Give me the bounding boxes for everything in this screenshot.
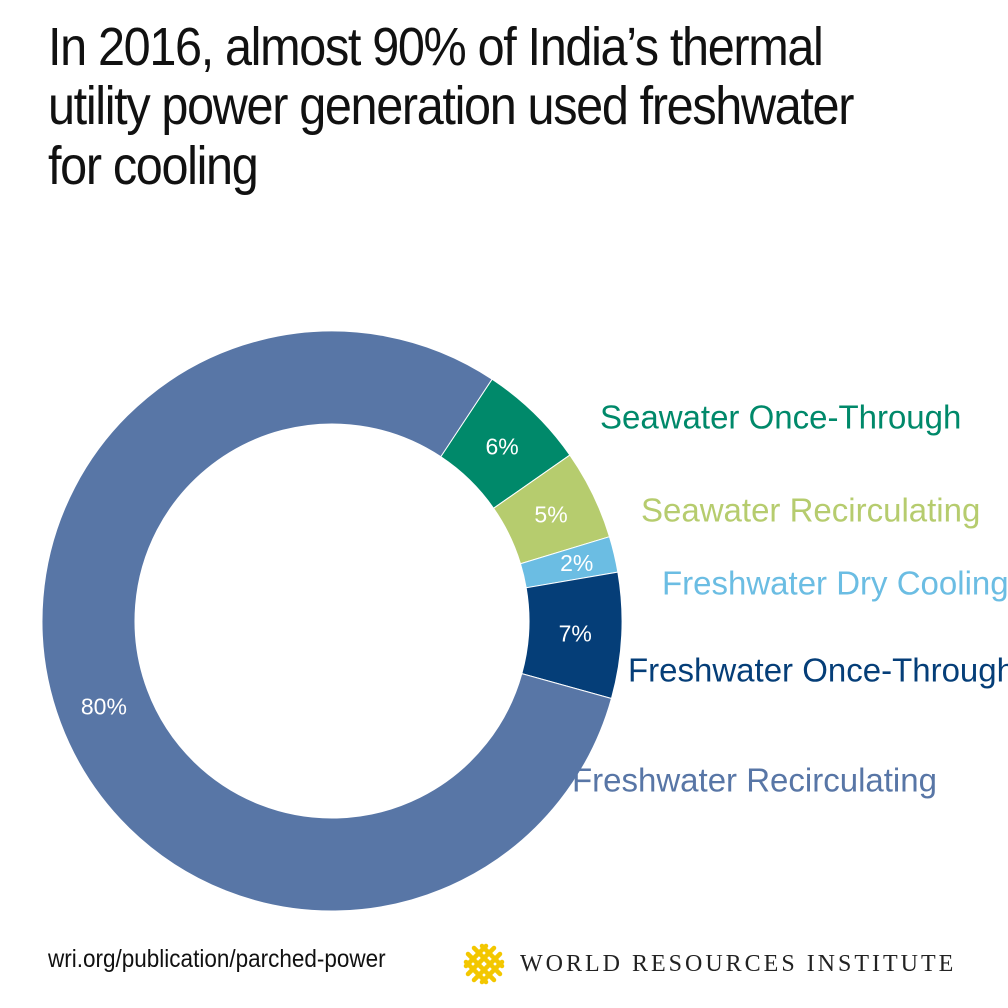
legend-freshwater-once-through: Freshwater Once-Through [628, 652, 1008, 689]
wri-brand: WORLD RESOURCES INSTITUTE [462, 941, 956, 987]
chart-title: In 2016, almost 90% of India’s thermal u… [48, 17, 854, 196]
source-link[interactable]: wri.org/publication/parched-power [48, 945, 386, 973]
donut-slices [41, 330, 623, 912]
slice-freshwater-recirculating [41, 330, 613, 912]
value-label-freshwater-once-through: 7% [559, 620, 592, 646]
value-label-seawater-once-through: 6% [485, 434, 518, 460]
legend-seawater-recirculating: Seawater Recirculating [641, 492, 980, 529]
slice-value-labels: 6% 5% 2% 7% 80% [81, 434, 593, 720]
wri-logo-icon [463, 943, 505, 985]
legend-freshwater-dry-cooling: Freshwater Dry Cooling [662, 565, 1008, 602]
legend-freshwater-recirculating: Freshwater Recirculating [572, 762, 937, 799]
chart-legend: Seawater Once-Through Seawater Recirculat… [572, 399, 1008, 799]
brand-name: WORLD RESOURCES INSTITUTE [520, 950, 957, 977]
value-label-freshwater-recirculating: 80% [81, 693, 127, 719]
value-label-freshwater-dry-cooling: 2% [560, 550, 593, 576]
value-label-seawater-recirculating: 5% [534, 502, 567, 528]
donut-chart: 6%5%2%7%80% Seawater Once-ThroughSeawate… [41, 330, 1008, 912]
legend-seawater-once-through: Seawater Once-Through [600, 399, 961, 436]
